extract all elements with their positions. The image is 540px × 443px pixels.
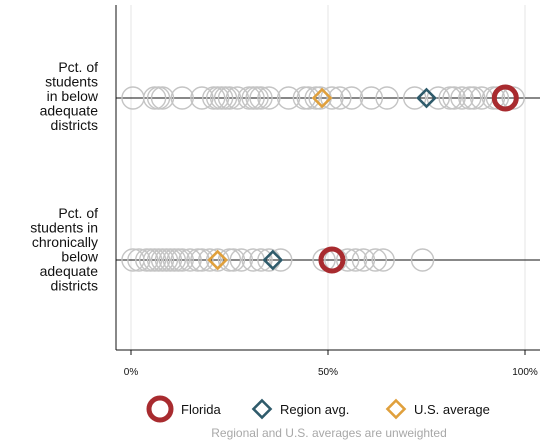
- state-point: [442, 86, 466, 110]
- state-point: [426, 86, 451, 110]
- x-axis-ticks: 0% 50% 100%: [124, 350, 538, 378]
- region-avg-point: [262, 249, 284, 271]
- state-point: [296, 86, 320, 110]
- legend-region-avg-marker: [251, 398, 273, 420]
- row-label-line: districts: [51, 117, 98, 133]
- state-point: [190, 86, 214, 110]
- state-point: [371, 248, 395, 272]
- x-tick-label: 0%: [124, 367, 139, 378]
- legend-item: U.S. average: [385, 398, 490, 420]
- row-label-line: districts: [51, 278, 98, 294]
- legend-item: Florida: [146, 395, 222, 423]
- legend-label: U.S. average: [414, 402, 490, 417]
- state-point: [198, 248, 222, 272]
- us-average-point: [311, 87, 333, 109]
- state-point: [170, 86, 194, 110]
- legend: Florida Region avg. U.S. average: [146, 395, 490, 423]
- state-point: [501, 86, 525, 110]
- legend-label: Florida: [181, 402, 222, 417]
- florida-point: [491, 84, 519, 112]
- state-point: [359, 86, 384, 110]
- state-point: [450, 86, 474, 110]
- row-label-line: chronically: [32, 234, 98, 250]
- florida-point: [318, 246, 346, 274]
- state-point: [351, 248, 376, 272]
- state-point: [127, 248, 151, 272]
- row-label-line: adequate: [40, 103, 99, 119]
- row-label-line: adequate: [40, 263, 99, 279]
- row-label-line: in below: [47, 88, 99, 104]
- legend-label: Region avg.: [280, 402, 349, 417]
- state-point: [312, 248, 336, 272]
- state-point: [257, 86, 281, 110]
- state-point: [269, 248, 293, 272]
- state-point: [363, 248, 387, 272]
- gridlines: [130, 5, 526, 350]
- row-label-line: Pct. of: [58, 59, 98, 75]
- legend-florida-marker: [146, 395, 174, 423]
- state-point: [225, 86, 250, 110]
- state-point: [375, 86, 399, 110]
- row-label-line: below: [61, 249, 98, 265]
- state-point: [205, 248, 230, 272]
- us-average-point: [207, 249, 229, 271]
- legend-us-average-marker: [385, 398, 407, 420]
- state-point: [217, 86, 242, 110]
- state-point: [249, 86, 273, 110]
- region-avg-point: [416, 87, 437, 109]
- row-label-line: students: [45, 74, 98, 90]
- state-point: [410, 248, 435, 272]
- state-point: [336, 248, 360, 272]
- state-point: [170, 248, 194, 272]
- state-point: [150, 86, 175, 110]
- state-point: [229, 248, 254, 272]
- state-point: [178, 248, 202, 272]
- state-point: [320, 86, 344, 110]
- row-label-line: students in: [30, 220, 98, 236]
- chart-note: Regional and U.S. averages are unweighte…: [211, 426, 447, 440]
- x-tick-label: 100%: [512, 367, 538, 378]
- state-point: [462, 86, 486, 110]
- state-point: [402, 86, 427, 110]
- state-point: [339, 86, 364, 110]
- legend-item: Region avg.: [251, 398, 349, 420]
- state-point: [276, 86, 301, 110]
- state-point: [190, 248, 214, 272]
- state-point: [485, 86, 510, 110]
- state-point: [249, 248, 273, 272]
- row-label-line: Pct. of: [58, 205, 98, 221]
- state-point: [221, 248, 246, 272]
- x-tick-label: 50%: [318, 367, 338, 378]
